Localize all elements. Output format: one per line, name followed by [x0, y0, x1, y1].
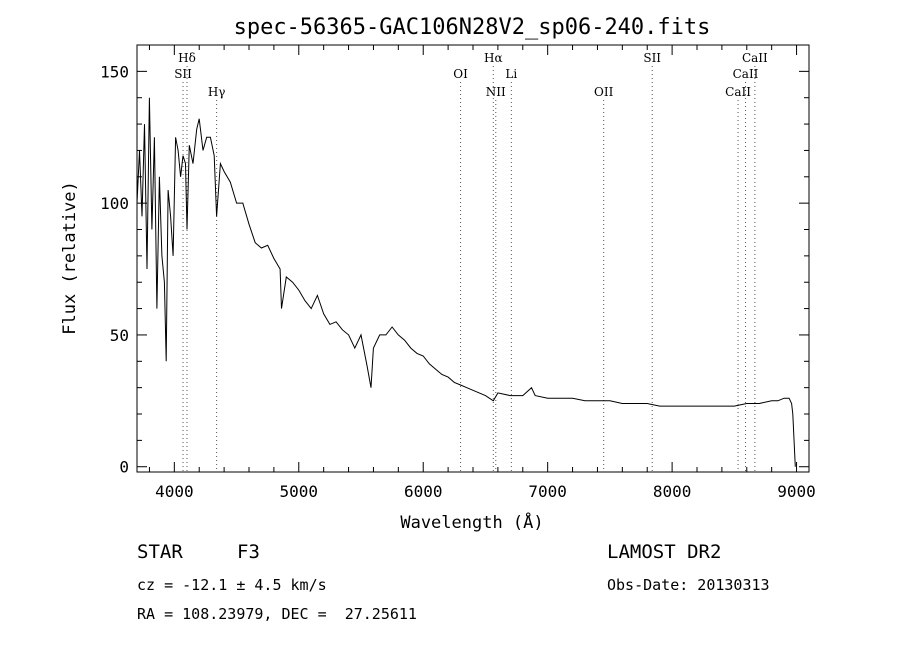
plot-frame [136, 44, 810, 473]
line-marker-label: CaII [733, 67, 759, 81]
y-axis-label: Flux (relative) [60, 181, 80, 335]
line-marker-label: Hα [484, 51, 503, 65]
redshift-text: cz = -12.1 ± 4.5 km/s [137, 576, 327, 594]
line-marker-label: CaII [725, 85, 751, 99]
y-tick-label: 150 [100, 62, 129, 81]
coordinates: RA = 108.23979, DEC = 27.25611 [137, 605, 417, 623]
chart-title: spec-56365-GAC106N28V2_sp06-240.fits [234, 15, 711, 40]
line-markers: Hδ SII Hγ OI Hα NII Li OII SII CaII CaII CaII [174, 51, 768, 472]
subclass: F3 [237, 541, 260, 563]
line-marker-label: CaII [742, 51, 768, 65]
x-tick-label: 9000 [777, 482, 816, 501]
axis-ticks: 4000 5000 6000 7000 8000 9000 0 50 100 150 [100, 45, 816, 501]
x-tick-label: 6000 [404, 482, 443, 501]
x-axis-label: Wavelength (Å) [400, 511, 543, 533]
line-marker-label: Hδ [178, 51, 196, 65]
line-marker-label: SII [174, 67, 192, 81]
y-tick-label: 50 [110, 326, 129, 345]
spectrum-line [136, 97, 796, 467]
line-marker-label: Hγ [208, 85, 226, 99]
object-class: STAR [137, 541, 183, 563]
spectrum-chart: spec-56365-GAC106N28V2_sp06-240.fits Hδ S… [60, 15, 816, 533]
line-marker-label: NII [486, 85, 506, 99]
obs-date: Obs-Date: 20130313 [607, 576, 770, 594]
x-tick-label: 5000 [280, 482, 319, 501]
x-tick-label: 7000 [528, 482, 567, 501]
line-marker-label: SII [643, 51, 661, 65]
y-tick-label: 100 [100, 194, 129, 213]
line-marker-label: OI [453, 67, 468, 81]
line-marker-label: OII [594, 85, 614, 99]
line-marker-label: Li [505, 67, 517, 81]
survey-name: LAMOST DR2 [607, 541, 722, 563]
x-tick-label: 4000 [155, 482, 194, 501]
y-tick-label: 0 [119, 458, 129, 477]
x-tick-label: 8000 [653, 482, 692, 501]
